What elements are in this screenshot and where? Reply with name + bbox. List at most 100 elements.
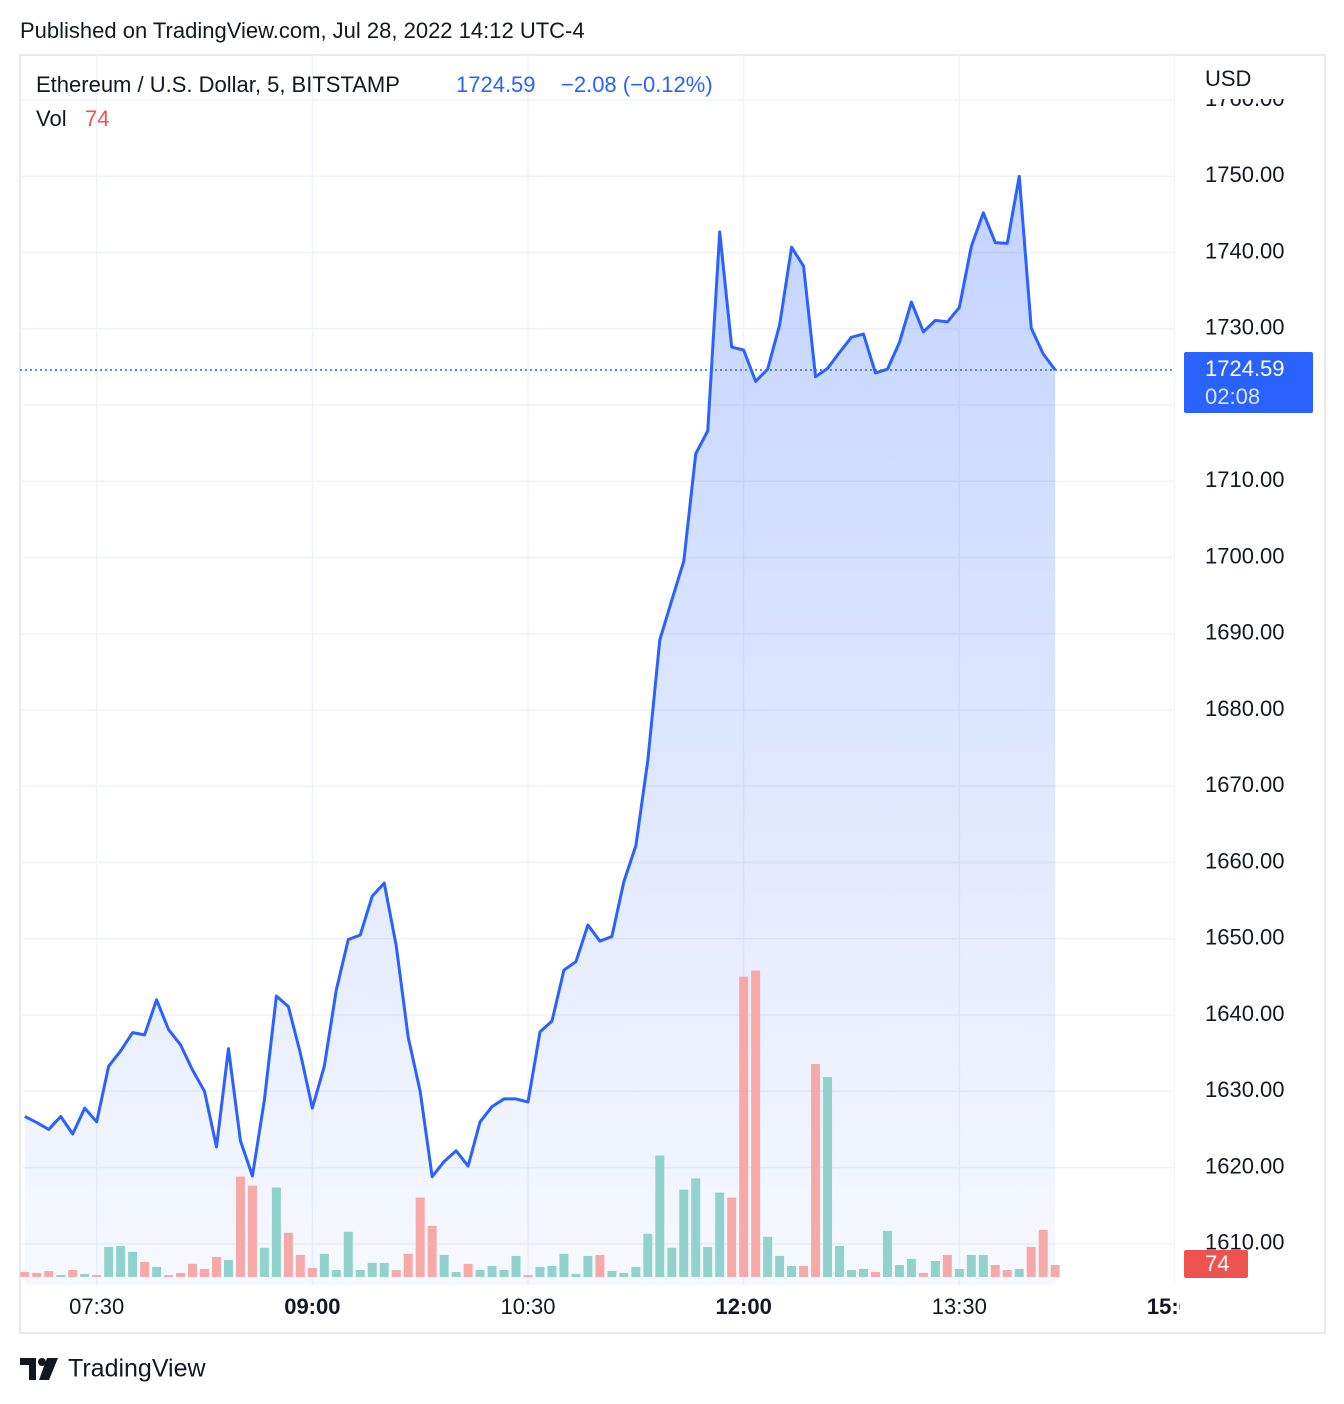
volume-bar	[870, 1271, 880, 1277]
price-tag	[1184, 352, 1313, 414]
x-tick-label: 12:00	[716, 1294, 772, 1319]
volume-bar	[379, 1262, 389, 1277]
volume-bar	[667, 1247, 677, 1277]
volume-bar	[116, 1245, 126, 1277]
volume-bar	[319, 1253, 329, 1277]
volume-bar	[235, 1176, 245, 1277]
volume-bar	[92, 1275, 102, 1277]
symbol: Ethereum / U.S. Dollar, 5, BITSTAMP	[36, 72, 400, 97]
y-tick-label: 1750.00	[1205, 162, 1285, 187]
volume-bar	[679, 1189, 689, 1277]
volume-bar	[32, 1272, 42, 1277]
price-tag-countdown: 02:08	[1205, 384, 1260, 409]
volume-bar	[211, 1256, 221, 1277]
vol-value: 74	[85, 106, 109, 131]
y-tick-label: 1620.00	[1205, 1153, 1285, 1178]
volume-bar	[499, 1270, 509, 1277]
x-tick-label: 09:00	[284, 1294, 340, 1319]
y-tick-label: 1630.00	[1205, 1077, 1285, 1102]
y-tick-label: 1660.00	[1205, 848, 1285, 873]
volume-bar	[775, 1255, 785, 1277]
logo	[20, 1358, 58, 1380]
volume-bar	[930, 1260, 940, 1277]
currency: USD	[1205, 66, 1251, 91]
volume-bar	[1050, 1265, 1060, 1277]
volume-bar	[439, 1254, 449, 1277]
volume-bar	[188, 1263, 198, 1277]
volume-bar	[56, 1275, 66, 1277]
y-tick-label: 1670.00	[1205, 772, 1285, 797]
volume-bar	[691, 1178, 701, 1277]
volume-bar	[223, 1259, 233, 1277]
y-tick-label: 1680.00	[1205, 696, 1285, 721]
volume-bar	[20, 1271, 30, 1277]
volume-bar	[511, 1255, 521, 1277]
volume-bar	[200, 1268, 210, 1277]
volume-bar	[1038, 1229, 1048, 1277]
published: Published on TradingView.com, Jul 28, 20…	[20, 18, 585, 43]
volume-bar	[811, 1064, 821, 1277]
volume-bar	[787, 1265, 797, 1277]
price-tag-value: 1724.59	[1205, 356, 1285, 381]
volume-bar	[403, 1253, 413, 1277]
price-scale: 1610.001620.001630.001640.001650.001660.…	[1184, 86, 1313, 1278]
volume-bar	[283, 1232, 293, 1277]
volume-bar	[894, 1265, 904, 1277]
volume-bar	[259, 1247, 269, 1277]
volume-bar	[1026, 1246, 1036, 1277]
volume-bar	[739, 976, 749, 1277]
volume-bar	[727, 1197, 737, 1277]
vol-tag	[1184, 1250, 1248, 1278]
volume-bar	[523, 1275, 533, 1277]
volume-bar	[271, 1187, 281, 1277]
volume-bar	[619, 1272, 629, 1277]
volume-bar	[451, 1271, 461, 1277]
volume-bar	[1014, 1268, 1024, 1277]
vol-label: Vol	[36, 106, 67, 131]
volume-bar	[847, 1270, 857, 1277]
volume-bar	[583, 1255, 593, 1277]
volume-bar	[68, 1270, 78, 1277]
volume-bar	[415, 1197, 425, 1277]
frame	[19, 54, 1326, 1334]
header-change: −2.08 (−0.12%)	[561, 72, 713, 97]
volume-bar	[715, 1192, 725, 1277]
header-price: 1724.59	[456, 72, 536, 97]
volume-bar	[427, 1225, 437, 1277]
volume-bar	[307, 1267, 317, 1277]
volume-bar	[858, 1268, 868, 1277]
volume-bar	[343, 1231, 353, 1277]
volume-bar	[44, 1271, 54, 1277]
x-tick-label: 07:30	[69, 1294, 124, 1319]
volume-bar	[799, 1265, 809, 1277]
volume-bar	[463, 1263, 473, 1277]
x-tick-label: 15:00	[1147, 1294, 1203, 1319]
volume-bar	[655, 1155, 665, 1277]
volume-bar	[535, 1266, 545, 1277]
y-tick-label: 1740.00	[1205, 238, 1285, 263]
volume-bar	[595, 1254, 605, 1277]
volume-bar	[391, 1270, 401, 1277]
volume-bar	[247, 1185, 257, 1277]
plot-area	[20, 55, 1175, 1285]
volume-bar	[954, 1268, 964, 1277]
volume-bar	[607, 1271, 617, 1277]
overlay: USD Ethereum / U.S. Dollar, 5, BITSTAMP …	[36, 57, 1320, 131]
volume-bar	[942, 1254, 952, 1277]
volume-bar	[475, 1270, 485, 1277]
volume-bar	[559, 1253, 569, 1277]
area-fill	[24, 176, 1056, 1285]
volume-bar	[80, 1273, 90, 1277]
price-line	[24, 174, 1057, 1179]
volume-bar	[631, 1266, 641, 1277]
x-tick-label: 13:30	[932, 1294, 987, 1319]
y-tick-label: 1650.00	[1205, 925, 1285, 950]
volume-bar	[176, 1272, 186, 1277]
y-tick-label: 1640.00	[1205, 1001, 1285, 1026]
x-tick-label: 10:30	[500, 1294, 555, 1319]
volume-bar	[152, 1266, 162, 1277]
volume-bar	[906, 1258, 916, 1277]
y-tick-label: 1730.00	[1205, 315, 1285, 340]
volume-bar	[331, 1270, 341, 1277]
